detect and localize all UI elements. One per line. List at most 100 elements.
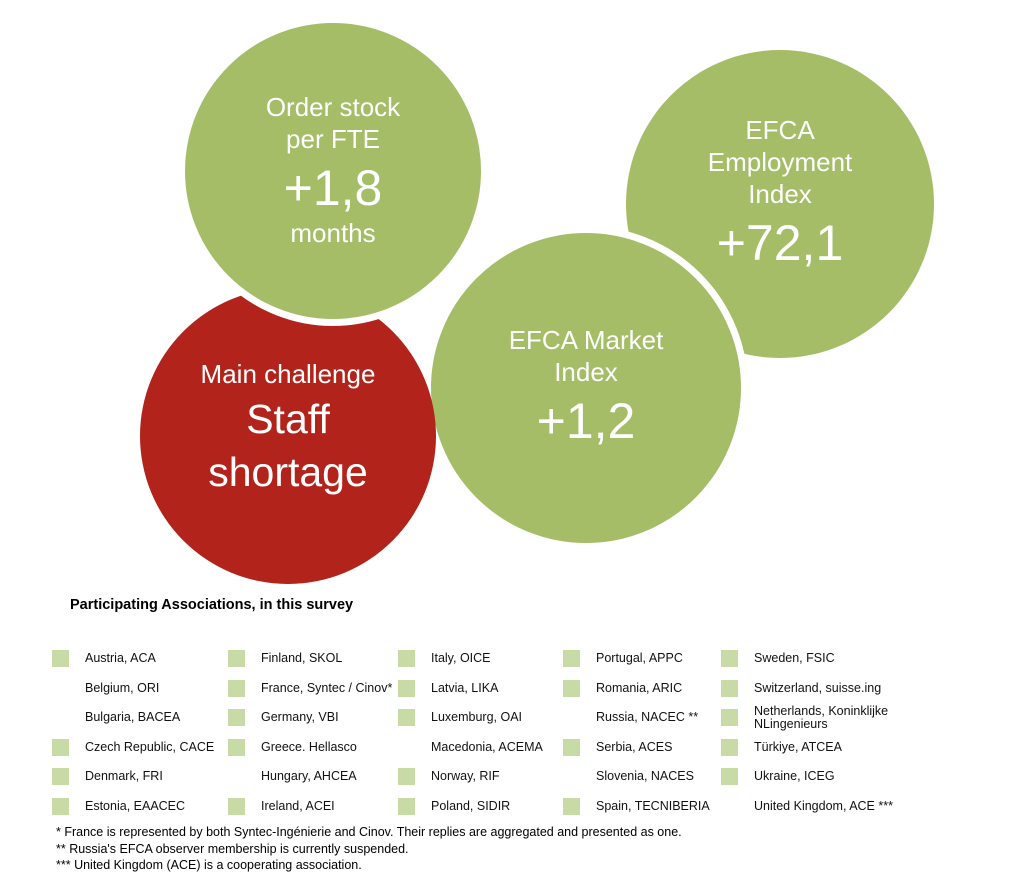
legend-label: Serbia, ACES bbox=[596, 739, 673, 754]
participation-square-icon bbox=[398, 679, 415, 697]
legend-item: Bulgaria, BACEA bbox=[52, 703, 228, 733]
legend-label: Macedonia, ACEMA bbox=[431, 739, 543, 754]
legend-label: Latvia, LIKA bbox=[431, 680, 499, 695]
legend-label: Italy, OICE bbox=[431, 651, 491, 666]
participation-square-icon bbox=[721, 738, 738, 756]
participation-square-icon bbox=[52, 768, 69, 786]
employment-title-line2: Employment bbox=[707, 147, 853, 178]
legend-label: Ukraine, ICEG bbox=[754, 769, 835, 784]
order-stock-title-line1: Order stock bbox=[265, 92, 401, 123]
legend-label: Romania, ARIC bbox=[596, 680, 683, 695]
legend-column: Finland, SKOL France, Syntec / Cinov* Germ… bbox=[228, 644, 398, 821]
main-challenge-value-line2: shortage bbox=[208, 448, 368, 495]
footnote: *** United Kingdom (ACE) is a cooperatin… bbox=[56, 858, 362, 872]
participation-square-icon bbox=[563, 650, 580, 668]
legend-item: France, Syntec / Cinov* bbox=[228, 674, 398, 704]
legend-item: Sweden, FSIC bbox=[721, 644, 974, 674]
legend-column: Sweden, FSIC Switzerland, suisse.ing Nethe… bbox=[721, 644, 974, 821]
market-title-line1: EFCA Market bbox=[508, 325, 664, 356]
legend-label: Belgium, ORI bbox=[85, 680, 160, 695]
participation-square-icon bbox=[721, 768, 738, 786]
legend-item: Hungary, AHCEA bbox=[228, 762, 398, 792]
legend-label: Germany, VBI bbox=[261, 710, 339, 725]
legend-item: Ireland, ACEI bbox=[228, 792, 398, 822]
legend-label: Türkiye, ATCEA bbox=[754, 739, 842, 754]
participation-square-icon bbox=[563, 679, 580, 697]
legend-label: Luxemburg, OAI bbox=[431, 710, 523, 725]
participation-square-icon bbox=[228, 679, 245, 697]
order-stock-unit: months bbox=[290, 217, 376, 248]
legend-label: Netherlands, Koninklijke NLingenieurs bbox=[754, 703, 889, 731]
legend-column: Austria, ACA Belgium, ORI Bulgaria, BACEA C… bbox=[52, 644, 228, 821]
market-title-line2: Index bbox=[554, 357, 618, 387]
participation-square-icon bbox=[563, 797, 580, 815]
legend-label: Norway, RIF bbox=[431, 769, 500, 784]
market-value: +1,2 bbox=[536, 392, 636, 449]
legend-item: Russia, NACEC ** bbox=[563, 703, 721, 733]
participation-square-icon bbox=[721, 679, 738, 697]
footnote: ** Russia's EFCA observer membership is … bbox=[56, 841, 409, 856]
participation-square-icon bbox=[398, 768, 415, 786]
participation-square-icon bbox=[228, 650, 245, 668]
legend-item: Latvia, LIKA bbox=[398, 674, 563, 704]
legend-column: Portugal, APPC Romania, ARIC Russia, NACEC… bbox=[563, 644, 721, 821]
legend-label: Estonia, EAACEC bbox=[85, 798, 186, 813]
participation-square-icon bbox=[563, 738, 580, 756]
legend-item: Estonia, EAACEC bbox=[52, 792, 228, 822]
legend-item: Poland, SIDIR bbox=[398, 792, 563, 822]
employment-title-line3: Index bbox=[748, 178, 812, 209]
legend-item: Norway, RIF bbox=[398, 762, 563, 792]
bubble-order-stock: Order stock per FTE +1,8 months bbox=[178, 16, 488, 326]
legend-label: Russia, NACEC ** bbox=[596, 710, 699, 725]
legend-item: Czech Republic, CACE bbox=[52, 733, 228, 763]
legend-column: Italy, OICE Latvia, LIKA Luxemburg, OAI Mac… bbox=[398, 644, 563, 821]
participation-square-icon bbox=[398, 650, 415, 668]
participation-square-icon bbox=[721, 709, 738, 727]
legend-label: United Kingdom, ACE *** bbox=[754, 798, 893, 813]
legend-grid: Austria, ACA Belgium, ORI Bulgaria, BACEA C… bbox=[52, 644, 974, 821]
legend-item: Macedonia, ACEMA bbox=[398, 733, 563, 763]
legend-label: Bulgaria, BACEA bbox=[85, 710, 181, 725]
legend-label: Austria, ACA bbox=[85, 651, 156, 666]
legend-label: Switzerland, suisse.ing bbox=[754, 680, 882, 695]
legend-item: United Kingdom, ACE *** bbox=[721, 792, 974, 822]
participation-square-icon bbox=[228, 797, 245, 815]
legend-label: Finland, SKOL bbox=[261, 651, 343, 666]
legend-label: Czech Republic, CACE bbox=[85, 739, 215, 754]
employment-value: +72,1 bbox=[716, 214, 844, 271]
legend-item: Italy, OICE bbox=[398, 644, 563, 674]
legend-item: Germany, VBI bbox=[228, 703, 398, 733]
participation-square-icon bbox=[398, 797, 415, 815]
legend-item: Belgium, ORI bbox=[52, 674, 228, 704]
participation-square-icon bbox=[52, 650, 69, 668]
participation-square-icon bbox=[228, 738, 245, 756]
participation-square-icon bbox=[398, 709, 415, 727]
participation-square-icon bbox=[721, 650, 738, 668]
participation-square-icon bbox=[52, 797, 69, 815]
legend-label: Sweden, FSIC bbox=[754, 651, 835, 666]
bubble-main-challenge: Main challenge Staff shortage bbox=[140, 288, 436, 584]
employment-title-line1: EFCA bbox=[745, 115, 815, 146]
legend-item: Spain, TECNIBERIA bbox=[563, 792, 721, 822]
legend-item: Ukraine, ICEG bbox=[721, 762, 974, 792]
legend-label: Hungary, AHCEA bbox=[261, 769, 357, 784]
legend-item: Finland, SKOL bbox=[228, 644, 398, 674]
legend-item: Switzerland, suisse.ing bbox=[721, 674, 974, 704]
legend-item: Slovenia, NACES bbox=[563, 762, 721, 792]
order-stock-title-line2: per FTE bbox=[286, 124, 380, 155]
legend-item: Luxemburg, OAI bbox=[398, 703, 563, 733]
participation-square-icon bbox=[52, 738, 69, 756]
bubble-market-index: EFCA Market Index +1,2 bbox=[424, 226, 748, 550]
legend-item: Greece. Hellasco bbox=[228, 733, 398, 763]
main-challenge-label: Main challenge bbox=[200, 358, 376, 389]
legend-label: Denmark, FRI bbox=[85, 769, 163, 784]
participation-square-icon bbox=[228, 709, 245, 727]
legend-item: Türkiye, ATCEA bbox=[721, 733, 974, 763]
main-challenge-value-line1: Staff bbox=[246, 395, 330, 442]
legend-item: Romania, ARIC bbox=[563, 674, 721, 704]
legend-label: Ireland, ACEI bbox=[261, 798, 335, 813]
legend-item: Denmark, FRI bbox=[52, 762, 228, 792]
legend-label: Spain, TECNIBERIA bbox=[596, 798, 710, 813]
legend-item: Netherlands, Koninklijke NLingenieurs bbox=[721, 703, 974, 733]
